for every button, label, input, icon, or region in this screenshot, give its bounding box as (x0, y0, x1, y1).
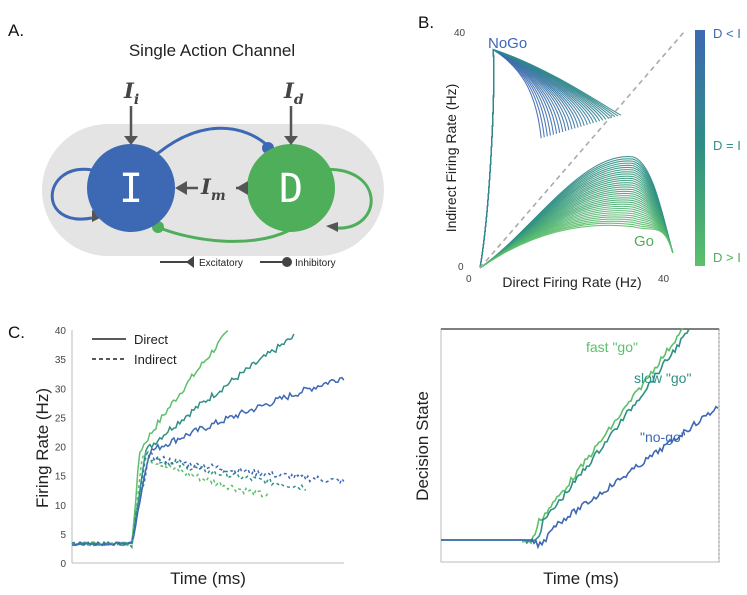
input-d-label: Id (283, 78, 304, 108)
c-left-y-tick: 30 (55, 384, 67, 395)
c-left-y-axis-label: Firing Rate (Hz) (33, 388, 52, 508)
i-self-loop (50, 167, 93, 221)
indirect-rate-line (71, 451, 345, 547)
phase-trajectories (479, 48, 674, 269)
direct-rate-line (71, 330, 229, 547)
decision-trace-line (441, 405, 719, 550)
go-annotation: Go (634, 233, 654, 250)
panel-c-left: C. 0 5 10 15 20 25 30 35 40 Direct Indirect Time… (8, 323, 345, 588)
c-right-frame (440, 328, 720, 563)
c-left-y-tick: 25 (55, 413, 67, 424)
colorbar-label-top: D < I (713, 26, 741, 41)
input-d-arrowhead (284, 136, 298, 145)
m-to-i-arrowhead (175, 181, 187, 195)
b-x-tick-0: 0 (466, 274, 472, 285)
input-m-label: Im (200, 174, 226, 204)
direct-rate-line (71, 376, 345, 547)
legend-direct-label: Direct (134, 332, 168, 347)
c-left-series (71, 330, 345, 549)
input-i-label: Ii (123, 78, 139, 108)
c-left-y-tick: 15 (55, 472, 67, 483)
legend-excitatory-arrowhead (186, 256, 194, 268)
c-left-x-axis-label: Time (ms) (170, 569, 246, 588)
indirect-rate-line (71, 450, 307, 549)
c-left-y-tick: 20 (55, 443, 67, 454)
input-i-arrowhead (124, 136, 138, 145)
indirect-rate-line (71, 451, 269, 549)
b-y-tick-0: 0 (458, 262, 464, 273)
c-left-y-ticks: 0 5 10 15 20 25 30 35 40 (55, 326, 67, 570)
c-left-y-tick: 5 (60, 530, 66, 541)
legend-excitatory-label: Excitatory (199, 258, 243, 269)
d-to-m-arrowhead (236, 181, 248, 195)
no-go-label: "no-go" (640, 429, 686, 445)
trajectory-line (479, 48, 622, 269)
b-x-tick-40: 40 (658, 274, 670, 285)
identity-diagonal (479, 31, 685, 269)
panel-c-right: fast "go" slow "go" "no-go" Time (ms) De… (413, 328, 720, 588)
panel-a-letter: A. (8, 21, 24, 40)
panel-b-letter: B. (418, 13, 434, 32)
b-y-tick-40: 40 (454, 28, 466, 39)
direct-node-label: D (279, 166, 303, 212)
nogo-annotation: NoGo (488, 35, 527, 52)
indirect-node-label: I (119, 166, 143, 212)
d-self-loop (317, 167, 373, 230)
b-x-axis-label: Direct Firing Rate (Hz) (502, 274, 641, 290)
d-to-i-connection (159, 226, 291, 243)
colorbar (695, 30, 705, 266)
trajectory-line (479, 224, 674, 269)
colorbar-label-bottom: D > I (713, 250, 741, 265)
b-y-axis-label: Indirect Firing Rate (Hz) (443, 84, 459, 233)
i-to-d-connection (148, 126, 270, 162)
panel-a-title: Single Action Channel (129, 41, 295, 60)
panel-a: A. Single Action Channel I D Ii Id Im (8, 21, 384, 269)
indirect-node (87, 144, 175, 232)
d-self-arrowhead (326, 222, 338, 232)
panel-b: B. 40 0 0 40 Direct Firing Rate (Hz) Ind… (418, 13, 741, 290)
legend-indirect-label: Indirect (134, 352, 177, 367)
c-left-y-tick: 10 (55, 501, 67, 512)
slow-go-label: slow "go" (634, 370, 691, 386)
c-right-x-axis-label: Time (ms) (543, 569, 619, 588)
legend-inhibitory-label: Inhibitory (295, 258, 336, 269)
colorbar-label-mid: D = I (713, 138, 741, 153)
fast-go-label: fast "go" (586, 339, 638, 355)
c-left-y-tick: 35 (55, 355, 67, 366)
c-right-series (441, 328, 719, 550)
c-right-y-axis-label: Decision State (413, 391, 432, 501)
direct-rate-line (71, 333, 295, 547)
panel-c-letter: C. (8, 323, 25, 342)
legend-inhibitory-dot (282, 257, 292, 267)
c-left-y-tick: 0 (60, 559, 66, 570)
direct-node (247, 144, 335, 232)
c-left-y-tick: 40 (55, 326, 67, 337)
